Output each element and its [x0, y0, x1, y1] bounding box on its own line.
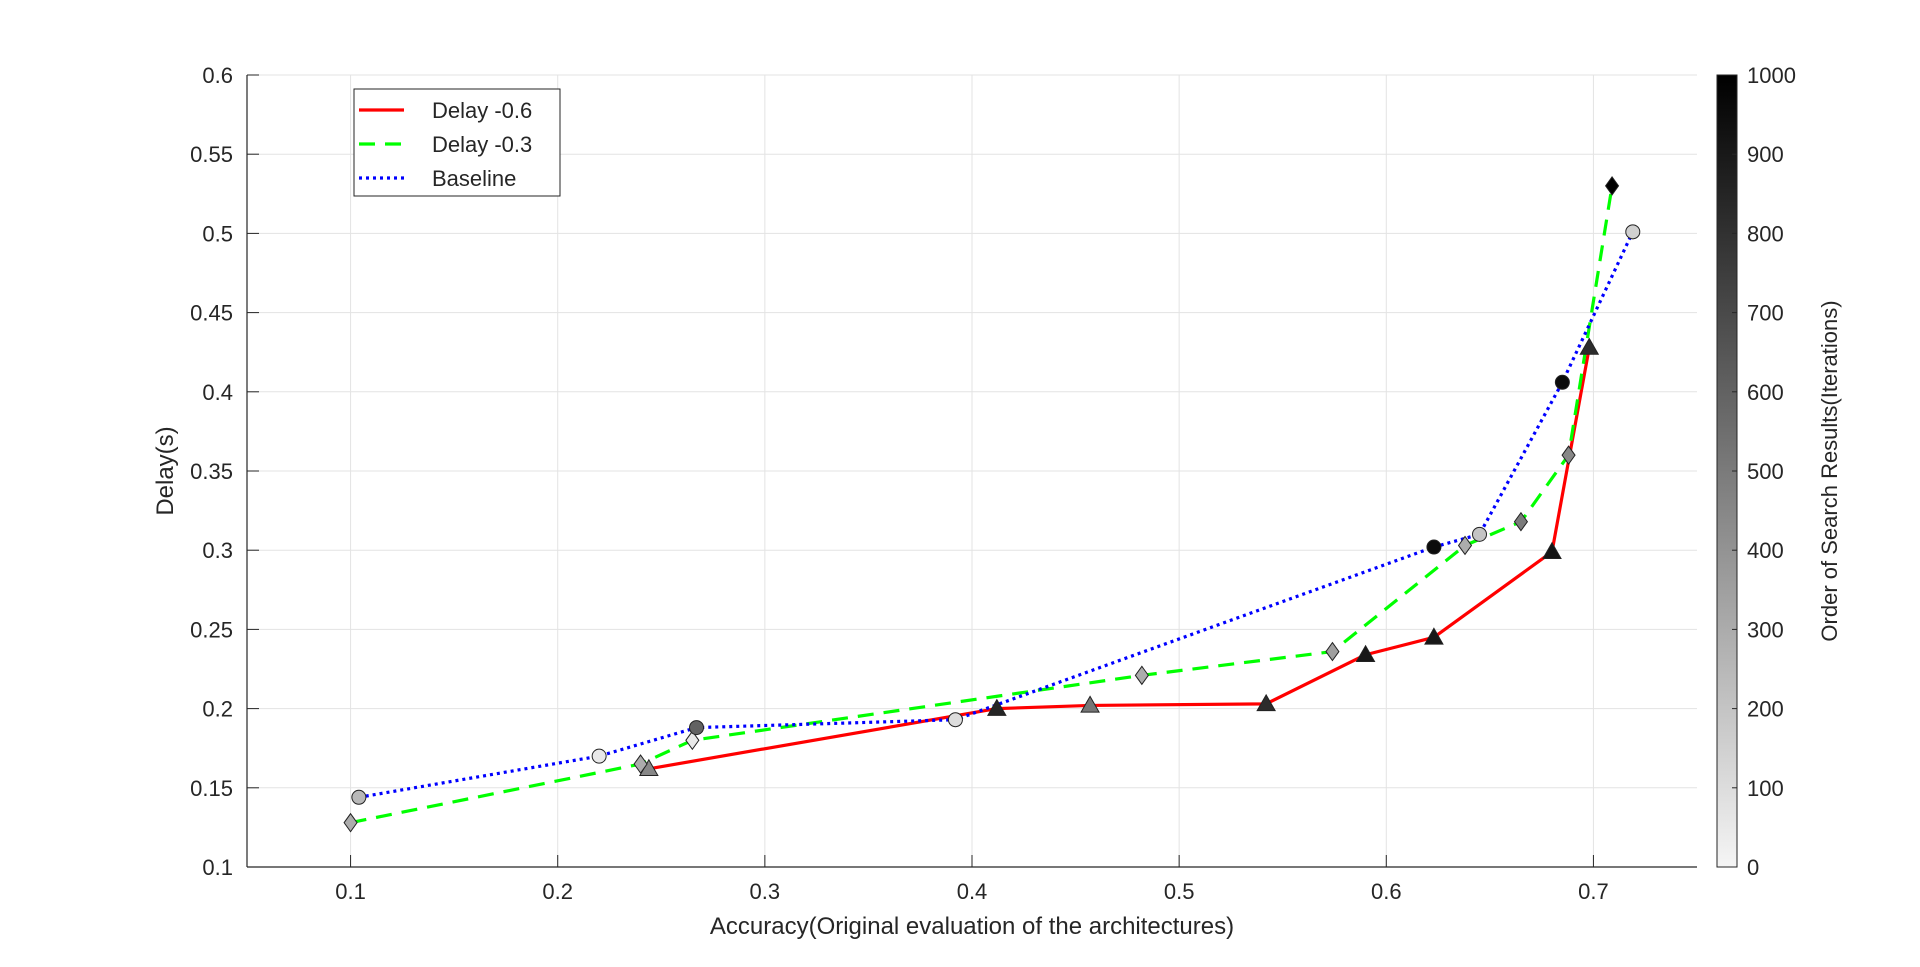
legend-label-2: Delay -0.3 [432, 132, 532, 157]
data-point-series-2 [633, 754, 648, 774]
data-point-series-1 [1424, 627, 1444, 645]
data-point-series-3 [1472, 526, 1487, 542]
series-line-3 [358, 231, 1635, 799]
legend-label-3: Baseline [432, 166, 516, 191]
y-tick-label: 0.4 [202, 380, 233, 405]
y-tick-label: 0.45 [190, 301, 233, 326]
legend-entries: Delay -0.6 Delay -0.3 Baseline [359, 98, 532, 191]
data-point-series-1 [1355, 644, 1376, 662]
data-point-series-2 [1513, 511, 1529, 532]
data-point-series-3 [947, 712, 963, 728]
colorbar-label: Order of Search Results(Iterations) [1817, 300, 1842, 641]
data-point-series-2 [1325, 641, 1340, 662]
y-tick-label: 0.55 [190, 142, 233, 167]
data-point-series-3 [1426, 539, 1442, 555]
colorbar: 0 100 200 300 400 500 600 700 800 900 1000 Order o… [1716, 63, 1842, 880]
x-tick-label: 0.6 [1371, 879, 1402, 904]
series-line-1 [648, 347, 1591, 771]
x-axis-label: Accuracy(Original evaluation of the arch… [710, 913, 1234, 940]
y-tick-label: 0.5 [202, 221, 233, 246]
data-point-series-1 [1256, 693, 1277, 712]
y-tick-label: 0.1 [202, 855, 233, 880]
data-point-series-2 [1134, 665, 1149, 686]
colorbar-ticks: 0 100 200 300 400 500 600 700 800 900 1000 [1732, 63, 1796, 880]
colorbar-tick-label: 600 [1747, 380, 1784, 405]
series-lines [350, 185, 1635, 825]
colorbar-tick-label: 100 [1747, 776, 1784, 801]
x-tick-label: 0.5 [1164, 879, 1195, 904]
data-point-series-2 [685, 730, 700, 751]
axes: 0.1 0.2 0.3 0.4 0.5 0.6 0.7 0.1 0.15 0.2 0.25 0.3 0.… [190, 63, 1697, 904]
data-point-series-2 [1561, 445, 1576, 466]
series-line-2 [350, 185, 1614, 825]
data-point-series-2 [1457, 535, 1473, 556]
legend: Delay -0.6 Delay -0.3 Baseline [353, 88, 561, 197]
data-point-series-3 [351, 789, 367, 805]
colorbar-tick-label: 500 [1747, 459, 1784, 484]
data-point-series-2 [1604, 176, 1620, 196]
data-point-series-2 [343, 812, 358, 833]
x-tick-label: 0.3 [750, 879, 781, 904]
x-tick-label: 0.1 [335, 879, 366, 904]
y-tick-label: 0.25 [190, 617, 233, 642]
data-point-series-1 [1579, 337, 1600, 355]
data-point-series-1 [1080, 695, 1100, 713]
colorbar-tick-label: 700 [1747, 301, 1784, 326]
data-point-series-3 [1554, 374, 1570, 390]
data-point-series-1 [986, 698, 1007, 716]
colorbar-tick-label: 300 [1747, 617, 1784, 642]
x-tick-label: 0.2 [542, 879, 573, 904]
y-tick-label: 0.3 [202, 538, 233, 563]
colorbar-tick-label: 1000 [1747, 63, 1796, 88]
y-tick-label: 0.2 [202, 697, 233, 722]
data-markers [343, 176, 1641, 833]
legend-label-1: Delay -0.6 [432, 98, 532, 123]
y-tick-label: 0.35 [190, 459, 233, 484]
colorbar-tick-label: 0 [1747, 855, 1759, 880]
y-tick-label: 0.15 [190, 776, 233, 801]
x-tick-label: 0.7 [1578, 879, 1609, 904]
data-point-series-3 [689, 720, 704, 736]
colorbar-tick-label: 900 [1747, 142, 1784, 167]
y-tick-label: 0.6 [202, 63, 233, 88]
colorbar-tick-label: 800 [1747, 221, 1784, 246]
x-tick-label: 0.4 [957, 879, 988, 904]
grid [247, 74, 1697, 868]
data-point-series-1 [1542, 541, 1562, 560]
colorbar-tick-label: 400 [1747, 538, 1784, 563]
colorbar-tick-label: 200 [1747, 697, 1784, 722]
data-point-series-3 [591, 748, 607, 764]
data-point-series-3 [1625, 224, 1641, 240]
y-axis-label: Delay(s) [152, 426, 179, 515]
